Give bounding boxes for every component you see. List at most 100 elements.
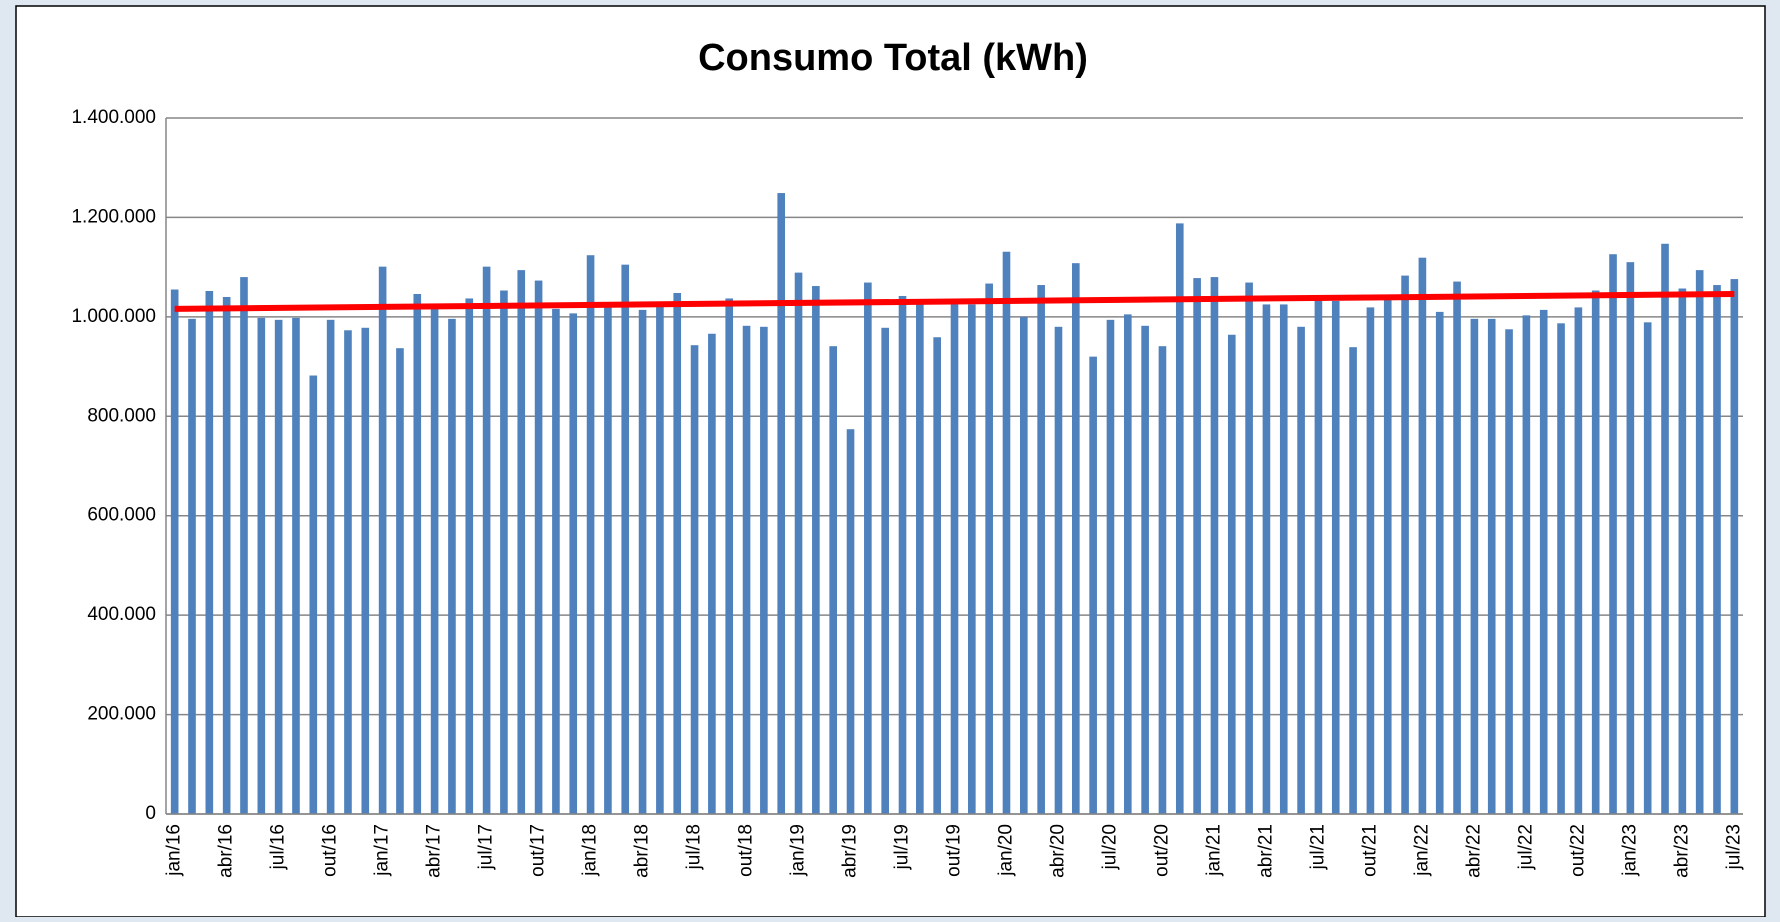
- bar: [760, 326, 768, 814]
- bar: [1089, 356, 1097, 814]
- bar: [1453, 281, 1461, 814]
- x-tick-label: jul/19: [892, 824, 913, 870]
- bar: [1435, 311, 1444, 814]
- bar: [482, 266, 491, 814]
- bar: [586, 255, 595, 814]
- y-tick-label: 1.400.000: [71, 107, 156, 128]
- bar: [794, 272, 803, 814]
- x-tick-label: abr/18: [632, 824, 653, 878]
- bar: [500, 290, 508, 815]
- bar: [292, 317, 300, 814]
- bar: [1141, 325, 1149, 814]
- bar: [1557, 323, 1565, 814]
- x-tick-label: out/18: [736, 824, 757, 877]
- y-tick-label: 1.000.000: [71, 306, 156, 327]
- y-tick-label: 400.000: [87, 604, 156, 625]
- bar: [1505, 329, 1513, 814]
- bar: [1279, 304, 1288, 814]
- bar: [846, 429, 855, 814]
- bar: [396, 348, 404, 814]
- bar: [1314, 298, 1323, 814]
- x-tick-label: abr/20: [1047, 824, 1068, 878]
- bar: [1071, 263, 1080, 814]
- bar: [708, 333, 716, 814]
- bar: [1695, 270, 1704, 814]
- bar: [1331, 300, 1340, 814]
- x-tick-label: abr/21: [1255, 824, 1276, 878]
- bar: [1002, 251, 1011, 814]
- trend-line: [174, 290, 1735, 312]
- bar: [933, 337, 941, 814]
- x-tick-label: jul/16: [268, 824, 289, 870]
- bar: [985, 283, 993, 814]
- x-tick-label: abr/23: [1671, 824, 1692, 878]
- bar: [1713, 285, 1721, 814]
- bar: [448, 318, 456, 814]
- bar: [777, 193, 786, 814]
- bar: [257, 317, 266, 814]
- bar: [1661, 243, 1669, 814]
- bar: [534, 280, 543, 815]
- x-tick-label: jul/21: [1307, 824, 1328, 870]
- x-tick-label: jan/18: [580, 824, 601, 877]
- bar: [1730, 279, 1739, 814]
- x-tick-label: out/16: [320, 824, 341, 877]
- bar: [1020, 316, 1028, 814]
- bar: [326, 319, 335, 814]
- bar: [240, 277, 248, 815]
- bar: [1487, 318, 1496, 814]
- bar: [1401, 275, 1409, 814]
- y-tick-label: 200.000: [87, 704, 156, 725]
- bar: [621, 264, 630, 815]
- bar: [309, 375, 318, 814]
- y-tick-label: 0: [145, 803, 156, 824]
- x-tick-label: jan/22: [1411, 824, 1432, 877]
- x-tick-label: jan/16: [164, 824, 185, 877]
- bar: [1626, 262, 1635, 815]
- bar: [1245, 282, 1253, 814]
- bar: [829, 346, 838, 814]
- bar: [1522, 315, 1531, 814]
- x-tick-label: abr/19: [840, 824, 861, 878]
- x-tick-label: abr/22: [1463, 824, 1484, 878]
- bar: [690, 345, 699, 814]
- bar: [1366, 307, 1375, 814]
- y-tick-label: 800.000: [87, 405, 156, 426]
- bar: [725, 298, 734, 814]
- x-tick-label: jul/23: [1723, 824, 1744, 870]
- bar: [1123, 314, 1132, 814]
- x-tick-label: abr/17: [424, 824, 445, 878]
- bar: [517, 270, 526, 814]
- x-tick-label: out/17: [528, 824, 549, 877]
- x-tick-label: out/19: [944, 824, 965, 877]
- bar: [205, 291, 214, 814]
- bar: [170, 289, 179, 814]
- bar: [222, 296, 231, 814]
- x-tick-label: jul/18: [684, 824, 705, 870]
- x-tick-label: jan/19: [788, 824, 809, 877]
- bar: [673, 292, 682, 815]
- bar: [413, 293, 422, 814]
- x-tick-label: abr/16: [216, 824, 237, 878]
- bar: [812, 286, 820, 814]
- x-tick-label: out/20: [1151, 824, 1172, 877]
- bar: [1037, 285, 1045, 814]
- bar: [950, 304, 959, 814]
- bar: [1418, 257, 1427, 814]
- bar: [1678, 288, 1687, 814]
- bar: [378, 266, 387, 814]
- bar: [1574, 307, 1583, 814]
- x-tick-label: jul/22: [1515, 824, 1536, 870]
- x-tick-label: out/22: [1567, 824, 1588, 877]
- bar: [1227, 334, 1236, 814]
- bar: [1054, 326, 1063, 814]
- bar: [881, 327, 889, 814]
- bar: [569, 313, 578, 814]
- bar: [1470, 318, 1479, 814]
- bar: [1262, 304, 1271, 814]
- bar: [361, 327, 370, 814]
- bar: [1210, 277, 1219, 815]
- bar: [1383, 298, 1392, 814]
